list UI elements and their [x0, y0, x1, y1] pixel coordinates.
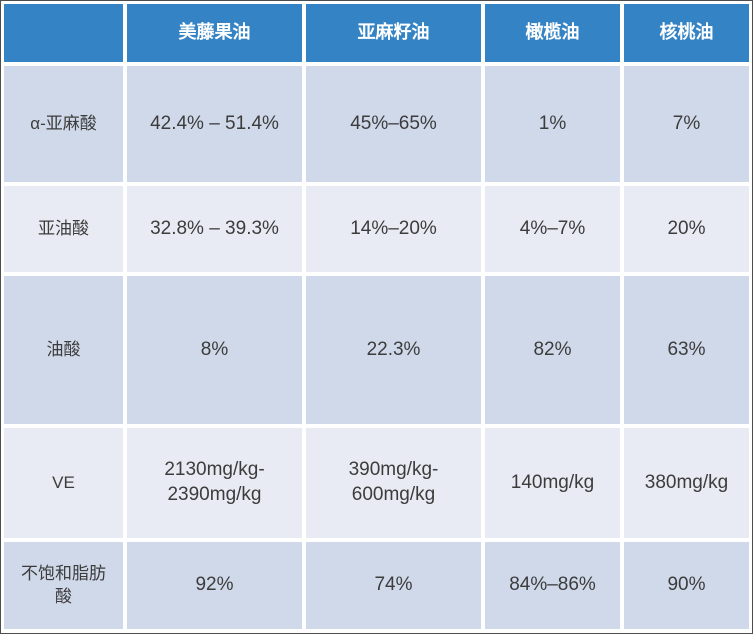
column-header-sacha-inchi-oil: 美藤果油 — [127, 4, 302, 62]
table-cell: 92% — [127, 542, 302, 629]
table-cell: 8% — [127, 276, 302, 424]
table-cell: 140mg/kg — [485, 428, 620, 538]
table-cell: 14%–20% — [306, 186, 481, 272]
table-cell: 42.4% – 51.4% — [127, 66, 302, 182]
header-corner-cell — [4, 4, 123, 62]
table-cell: 1% — [485, 66, 620, 182]
table-cell: 7% — [624, 66, 749, 182]
column-header-olive-oil: 橄榄油 — [485, 4, 620, 62]
table-cell: 63% — [624, 276, 749, 424]
table-cell: 380mg/kg — [624, 428, 749, 538]
row-label-linoleic-acid: 亚油酸 — [4, 186, 123, 272]
row-label-alpha-linolenic-acid: α-亚麻酸 — [4, 66, 123, 182]
table-cell: 20% — [624, 186, 749, 272]
table-cell: 390mg/kg- 600mg/kg — [306, 428, 481, 538]
column-header-walnut-oil: 核桃油 — [624, 4, 749, 62]
row-label-unsaturated-fatty-acid: 不饱和脂肪 酸 — [4, 542, 123, 629]
table-cell: 4%–7% — [485, 186, 620, 272]
table-cell: 22.3% — [306, 276, 481, 424]
table-cell: 32.8% – 39.3% — [127, 186, 302, 272]
table-cell: 84%–86% — [485, 542, 620, 629]
table-cell: 90% — [624, 542, 749, 629]
table-cell: 74% — [306, 542, 481, 629]
table-cell: 2130mg/kg- 2390mg/kg — [127, 428, 302, 538]
row-label-vitamin-e: VE — [4, 428, 123, 538]
column-header-flaxseed-oil: 亚麻籽油 — [306, 4, 481, 62]
table-cell: 82% — [485, 276, 620, 424]
row-label-oleic-acid: 油酸 — [4, 276, 123, 424]
table-cell: 45%–65% — [306, 66, 481, 182]
